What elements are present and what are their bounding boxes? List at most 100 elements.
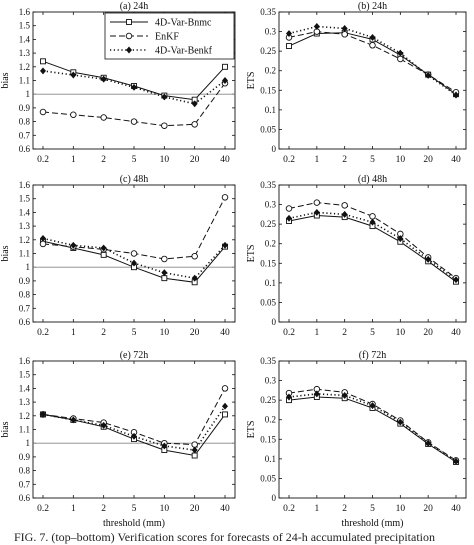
x-tick-label: 40	[220, 504, 230, 514]
y-tick-label: 0.6	[19, 317, 31, 327]
x-tick-label: 1	[314, 155, 319, 165]
y-tick-label: 0.15	[260, 258, 276, 268]
y-tick-label: 1	[26, 438, 31, 448]
x-tick-label: 2	[342, 155, 347, 165]
data-point	[191, 100, 198, 108]
x-tick-label: 2	[101, 504, 106, 514]
y-tick-label: 0	[272, 144, 277, 154]
y-axis-label: ETS	[246, 245, 257, 263]
y-tick-label: 1	[26, 262, 31, 272]
data-point	[131, 432, 137, 440]
y-tick-label: 0.9	[19, 452, 31, 462]
data-point	[453, 91, 459, 99]
y-tick-label: 0.1	[265, 278, 276, 288]
panel-c: (c) 48h 0.6 0.7 0.8 0.9 1 1.1 1.2 1.3 1.4 1.5 1.6 0.…	[0, 174, 236, 338]
y-tick-label: 1.1	[19, 76, 30, 86]
y-tick-label: 0.25	[260, 219, 276, 229]
y-tick-label: 1.5	[19, 21, 31, 31]
data-point	[369, 33, 376, 41]
x-tick-label: 5	[132, 155, 137, 165]
y-axis-label: ETS	[246, 421, 257, 439]
x-tick-label: 20	[190, 504, 200, 514]
x-tick-label: 0.2	[283, 328, 295, 338]
y-tick-label: 0.6	[19, 144, 31, 154]
y-tick-label: 1.6	[19, 7, 31, 17]
data-point	[191, 446, 198, 454]
data-point	[222, 411, 228, 418]
x-tick-label: 40	[451, 155, 461, 165]
panel-e: (e) 72h 0.6 0.7 0.8 0.9 1 1.1 1.2 1.3 1.4 1.5 1.6 0.…	[0, 350, 236, 529]
y-tick-label: 0.2	[265, 415, 276, 425]
data-point	[313, 208, 320, 216]
data-point	[222, 77, 228, 84]
y-tick-label: 1.6	[19, 356, 31, 366]
x-tick-label: 40	[220, 155, 230, 165]
data-point	[39, 240, 47, 248]
data-point	[161, 93, 168, 101]
data-point	[100, 244, 107, 252]
data-point	[161, 122, 168, 129]
figure-caption: FIG. 7. (top–bottom) Verification scores…	[14, 530, 435, 544]
y-tick-label: 0.35	[260, 7, 276, 17]
panel-d: (d) 48h 0 0.05 0.1 0.15 0.2 0.25 0.3 0.35 0.2 1 2 5 1…	[246, 174, 467, 338]
y-tick-label: 0.25	[260, 395, 276, 405]
y-tick-label: 0.2	[265, 66, 276, 76]
data-point	[222, 402, 228, 410]
y-tick-label: 0.15	[260, 85, 276, 95]
data-point	[70, 416, 77, 424]
data-point	[39, 108, 47, 116]
data-point	[286, 214, 292, 222]
x-tick-label: 1	[314, 504, 319, 514]
x-tick-label: 10	[160, 155, 170, 165]
legend-marker	[125, 32, 133, 40]
data-point	[285, 205, 293, 212]
y-tick-label: 1.1	[19, 425, 30, 435]
y-tick-label: 1.4	[19, 207, 31, 217]
panel-a: (a) 24h 0.6 0.7 0.8 0.9 1 1.1 1.2 1.3 1.4 1.5 1.6 0.…	[0, 1, 236, 165]
x-tick-label: 20	[190, 155, 200, 165]
x-tick-label: 2	[342, 504, 347, 514]
y-tick-label: 0.6	[19, 493, 31, 503]
data-point	[341, 24, 348, 32]
x-tick-label: 2	[101, 328, 106, 338]
y-tick-label: 1.2	[19, 62, 30, 72]
panel-f: (f) 72h 0 0.05 0.1 0.15 0.2 0.25 0.3 0.35 0.2 1 2 5 1…	[246, 350, 467, 529]
series-line-enkf	[42, 197, 226, 260]
x-tick-label: 5	[132, 504, 137, 514]
x-tick-label: 10	[396, 155, 406, 165]
data-point	[191, 252, 198, 260]
data-point	[100, 251, 107, 258]
x-tick-label: 1	[314, 328, 319, 338]
legend-marker	[126, 19, 132, 25]
x-tick-label: 1	[71, 504, 76, 514]
data-point	[221, 194, 229, 201]
x-axis-label: threshold (mm)	[342, 518, 404, 529]
data-point	[341, 31, 348, 38]
y-tick-label: 1.4	[19, 383, 31, 393]
y-tick-label: 1.2	[19, 235, 30, 245]
data-point	[313, 199, 321, 206]
y-tick-label: 0.8	[19, 466, 31, 476]
plot-frame	[278, 184, 467, 323]
data-point	[131, 83, 137, 91]
data-point	[191, 452, 198, 459]
data-point	[341, 210, 348, 218]
legend-marker	[126, 46, 132, 54]
y-tick-label: 0.35	[260, 356, 276, 366]
y-tick-label: 0.9	[19, 276, 31, 286]
data-point	[313, 23, 320, 30]
legend-label: 4D-Var-Bnmc	[155, 18, 212, 29]
x-tick-label: 0.2	[283, 155, 295, 165]
data-point	[397, 49, 404, 57]
y-tick-label: 0.8	[19, 290, 31, 300]
panel-title: (e) 72h	[120, 350, 149, 361]
x-tick-label: 1	[71, 155, 76, 165]
x-tick-label: 0.2	[37, 504, 49, 514]
x-tick-label: 20	[190, 328, 200, 338]
y-tick-label: 0.7	[19, 479, 31, 489]
panel-title: (a) 24h	[120, 1, 149, 12]
y-tick-label: 0.3	[265, 376, 277, 386]
data-point	[131, 259, 137, 267]
x-tick-label: 0.2	[283, 504, 295, 514]
